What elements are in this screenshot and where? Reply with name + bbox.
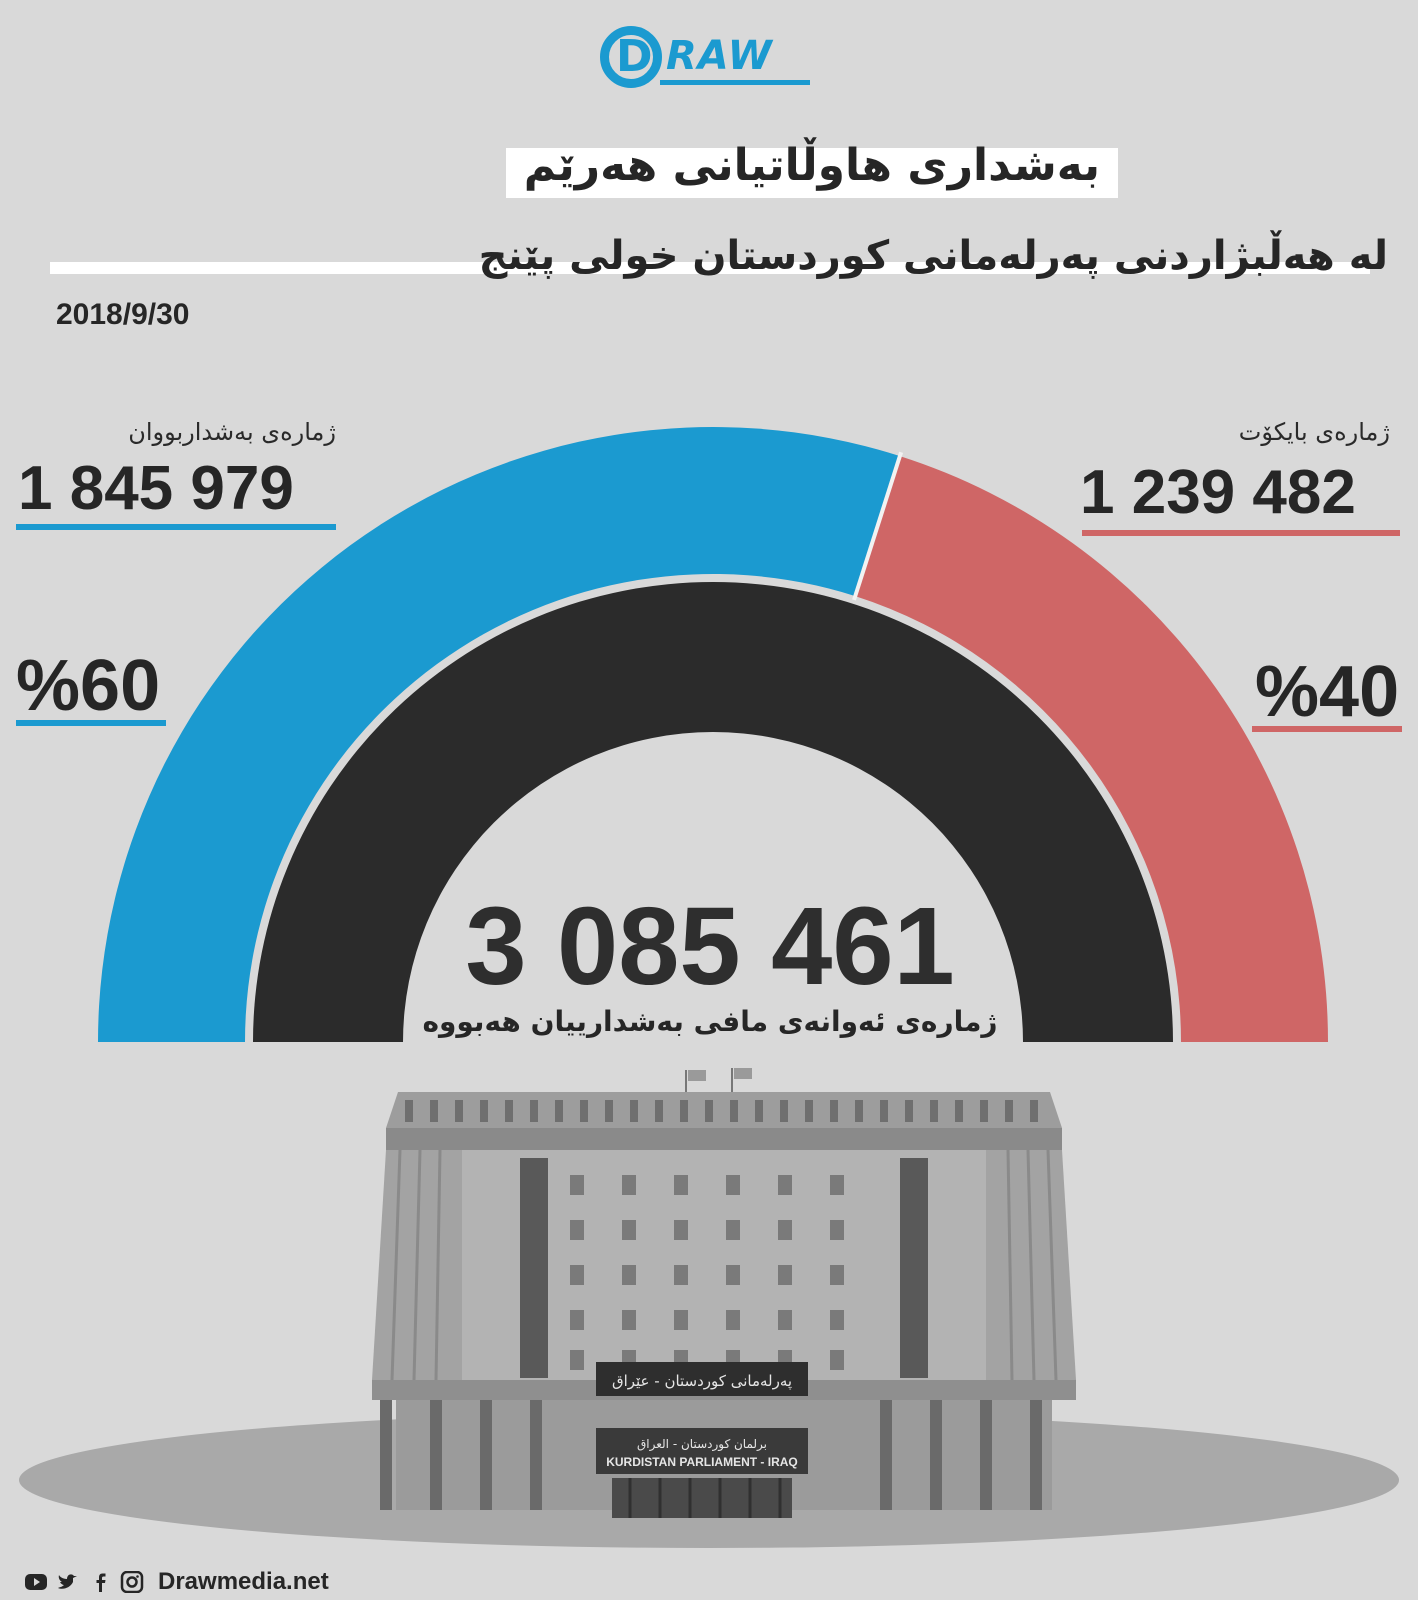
building-sign-kurdish-text: پەرلەمانی کوردستان - عێراق (612, 1372, 792, 1391)
gauge-slice-participants (98, 426, 900, 1043)
participants-value: 1 845 979 (18, 454, 294, 523)
boycott-label: ژمارەی بایکۆت (1238, 418, 1390, 446)
boycott-value: 1 239 482 (1080, 458, 1356, 527)
twitter-icon[interactable] (56, 1571, 80, 1593)
participants-percent: %60 (16, 646, 161, 726)
building-sign-arabic-text: برلمان كوردستان - العراق (637, 1437, 767, 1452)
gauge-total-ring (253, 581, 1173, 1042)
boycott-underline (1082, 530, 1400, 536)
flag-icon (734, 1068, 752, 1079)
subtitle-highlight (50, 262, 1370, 274)
draw-logo: D RAW (600, 22, 830, 94)
participants-underline (16, 524, 336, 530)
building-sign-main (596, 1428, 808, 1474)
footer: Drawmedia.net (24, 1568, 329, 1596)
building-sign-english-text: KURDISTAN PARLIAMENT - IRAQ (606, 1455, 798, 1469)
page-subtitle: لە هەڵبژاردنی پەرلەمانی کوردستان خولی پێ… (478, 233, 1388, 279)
eligible-total-label: ژمارەی ئەوانەی مافی بەشدارییان هەبووە (422, 1005, 998, 1038)
facebook-icon[interactable] (88, 1571, 112, 1593)
participation-gauge-chart (98, 426, 1328, 1043)
gauge-slice-boycott (855, 456, 1328, 1043)
parliament-building-image: پەرلەمانی کوردستان - عێراق برلمان كوردست… (19, 1068, 1399, 1548)
eligible-total-value: 3 085 461 (465, 885, 955, 1008)
participants-label: ژمارەی بەشداربووان (128, 418, 336, 446)
instagram-icon[interactable] (120, 1571, 144, 1593)
website-link[interactable]: Drawmedia.net (158, 1568, 329, 1595)
boycott-percent: %40 (1255, 652, 1400, 732)
page-title: بەشداری هاوڵاتیانی هەرێم (505, 144, 1118, 198)
building-sign-kurdish (596, 1362, 808, 1396)
logo-ring (600, 26, 662, 88)
logo-letter: D (616, 31, 653, 82)
logo-underline (660, 80, 810, 85)
youtube-icon[interactable] (24, 1571, 48, 1593)
election-date: 2018/9/30 (56, 298, 190, 331)
logo-word: RAW (666, 33, 773, 79)
flag-icon (688, 1070, 706, 1081)
gauge-slice-separator (852, 451, 904, 601)
participants-percent-underline (16, 720, 166, 726)
boycott-percent-underline (1252, 726, 1402, 732)
